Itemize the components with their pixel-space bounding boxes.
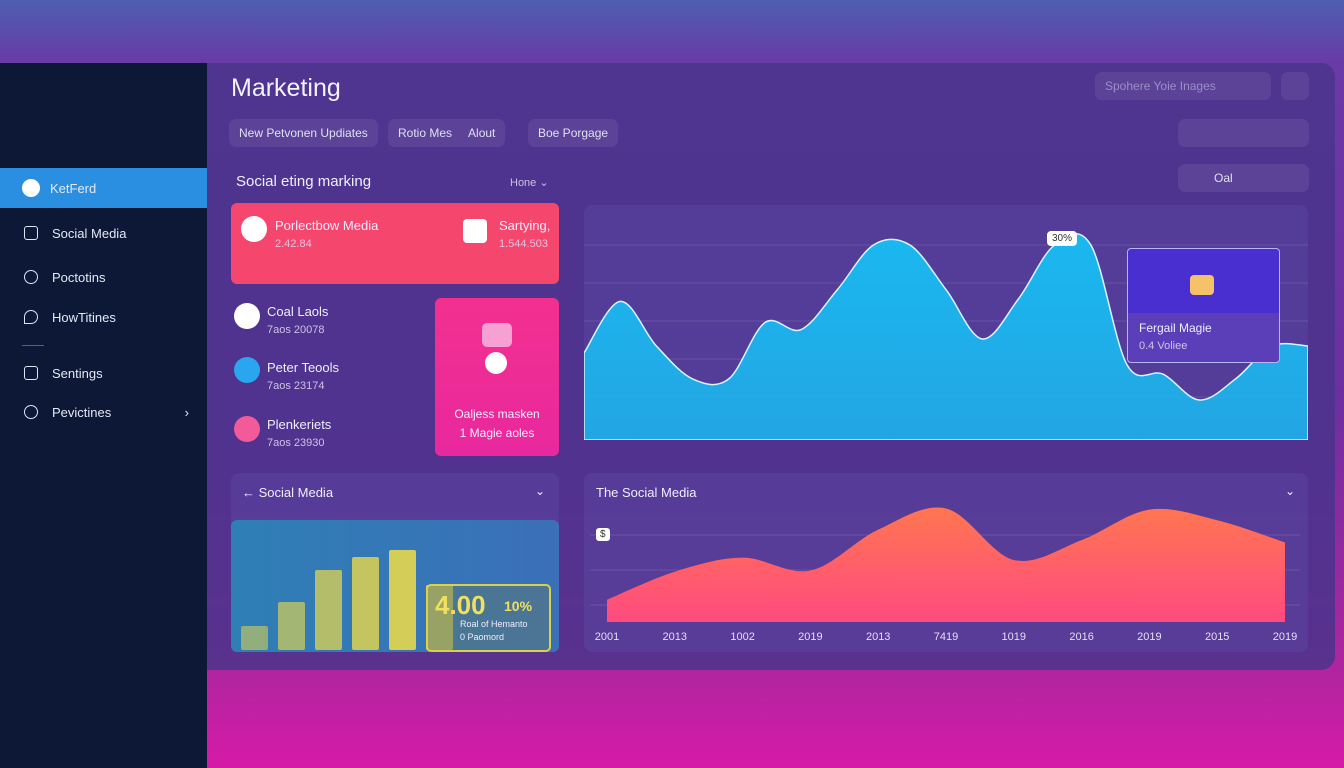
big-value: 4.00	[435, 590, 486, 620]
tooltip-icon	[1190, 275, 1214, 295]
x-tick-label: 2015	[1205, 631, 1229, 643]
list-icon	[234, 303, 260, 329]
chevron[interactable]: ⌄	[1285, 484, 1296, 498]
brand: KetFerd	[50, 180, 97, 196]
page-title: Marketing	[231, 74, 341, 102]
tooltip: Fergail Magie 0.4 Voliee	[1127, 248, 1280, 363]
nav-label: Social Media	[52, 225, 127, 241]
filter[interactable]: Hone ⌄	[510, 177, 549, 189]
promo-icon	[482, 323, 512, 347]
search-text: Spohere Yoie Inages	[1105, 79, 1216, 93]
nav-label: HowTitines	[52, 309, 116, 325]
card-icon	[241, 216, 267, 242]
card-name: Sartying,	[499, 218, 551, 233]
search[interactable]: Spohere Yoie Inages	[1095, 72, 1271, 100]
nav-item[interactable]: Sentings	[0, 353, 207, 393]
nav-item[interactable]: HowTitines	[0, 297, 207, 337]
list-sub: 7aos 23930	[267, 437, 325, 449]
list-name: Plenkeriets	[267, 417, 332, 432]
bar	[352, 557, 379, 650]
toolbar-label: Oal	[1214, 171, 1233, 185]
area	[584, 233, 1308, 440]
divider	[22, 345, 44, 346]
x-tick-label: 2001	[595, 631, 619, 643]
chart-toolbar[interactable]: Oal	[1178, 164, 1309, 192]
tooltip-title: Fergail Magie	[1139, 321, 1212, 335]
icon-button[interactable]	[1281, 72, 1309, 100]
highlight-box: 4.00 10% Roal of Hemanto 0 Paomord	[426, 584, 551, 652]
list-icon	[234, 357, 260, 383]
tab[interactable]: Boe Porgage	[528, 119, 619, 147]
brand-icon	[22, 179, 40, 197]
tab[interactable]: Rotio Mes Alout	[388, 119, 506, 147]
nav-label: Pevictines	[52, 404, 112, 420]
x-tick-label: 1019	[1002, 631, 1026, 643]
nav-item[interactable]: Pevictines ›	[0, 392, 207, 432]
nav-label: Poctotins	[52, 269, 106, 285]
section-title: Social eting marking	[236, 173, 372, 190]
stat-card: Porlectbow Media 2.42.84 Sartying, 1.544…	[231, 203, 559, 284]
x-tick-label: 2013	[866, 631, 890, 643]
area-marker: $	[596, 528, 610, 541]
x-tick-label: 2019	[1273, 631, 1297, 643]
nav-item[interactable]: Social Media	[0, 213, 207, 253]
panel-title: The Social Media	[596, 485, 697, 500]
list-icon	[234, 416, 260, 442]
card-value: 2.42.84	[275, 238, 312, 250]
list-sub: 7aos 20078	[267, 324, 325, 336]
card-icon	[463, 219, 487, 243]
panel-title: ← Social Media	[242, 485, 334, 500]
card-name: Porlectbow Media	[275, 218, 379, 233]
card-value: 1.544.503	[499, 238, 548, 250]
bar	[389, 550, 416, 650]
filter-label: Hone	[510, 177, 537, 189]
list-name: Coal Laols	[267, 304, 329, 319]
sidebar: KetFerd Social Media Poctotins HowTitine…	[0, 63, 207, 768]
x-tick-label: 2019	[1137, 631, 1161, 643]
area-chart: 2001 2013 1002 2019 2013 7419 1019 2016 2019 2015…	[590, 507, 1300, 643]
tab-label: Boe Porgage	[538, 126, 609, 140]
tooltip-sub: 0.4 Voliee	[1139, 340, 1188, 352]
list-name: Peter Teools	[267, 360, 340, 375]
x-tick-label: 2016	[1069, 631, 1093, 643]
chevron[interactable]: ⌄	[535, 484, 546, 498]
social-icons[interactable]	[1178, 119, 1309, 147]
nav-label: Sentings	[52, 365, 103, 381]
promo-icon	[485, 352, 507, 374]
tab-label: Alout	[468, 126, 496, 140]
tab-label: New Petvonen Updiates	[239, 126, 368, 140]
promo-text: Oaljess masken	[454, 407, 540, 421]
tab-label: Rotio Mes	[398, 126, 453, 140]
bar	[278, 602, 305, 650]
bar	[241, 626, 268, 650]
nav-active[interactable]: KetFerd	[0, 168, 207, 208]
x-tick-label: 1002	[730, 631, 754, 643]
nav-item[interactable]: Poctotins	[0, 257, 207, 297]
x-tick-label: 2019	[798, 631, 822, 643]
bar	[315, 570, 342, 650]
tab[interactable]: New Petvonen Updiates	[229, 119, 378, 147]
peak-label: 30%	[1047, 231, 1078, 246]
note: 0 Paomord	[460, 632, 505, 642]
list-sub: 7aos 23174	[267, 380, 325, 392]
x-tick-label: 2013	[663, 631, 687, 643]
note: Roal of Hemanto	[460, 619, 528, 629]
big-pct: 10%	[504, 598, 533, 614]
promo-text: 1 Magie aoles	[459, 426, 535, 440]
x-tick-label: 7419	[934, 631, 958, 643]
area	[607, 507, 1285, 622]
panel-title-text: Social Media	[258, 485, 334, 500]
promo-card[interactable]: Oaljess masken 1 Magie aoles	[435, 298, 559, 456]
